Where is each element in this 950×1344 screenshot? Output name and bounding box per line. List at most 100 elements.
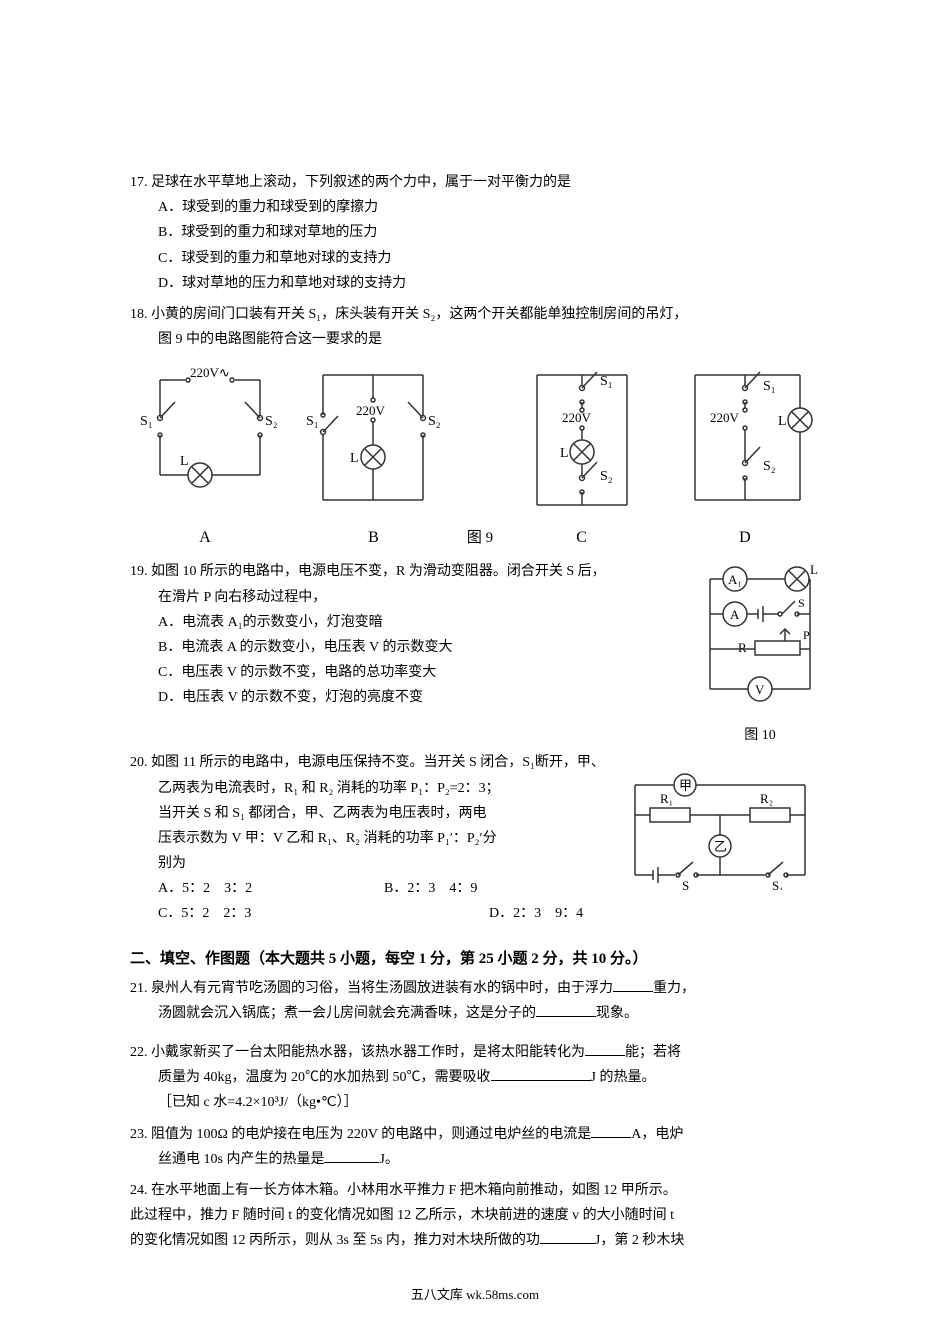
q23-num: 23. (130, 1122, 148, 1147)
svg-text:L: L (350, 451, 359, 466)
svg-text:220V: 220V (562, 410, 592, 425)
q18-figure-row: 220V∿ S₁ S₂ (130, 360, 820, 547)
blank (324, 1148, 379, 1163)
q21-line2: 汤圆就会沉入锅底；煮一会儿房间就会充满香味，这是分子的 现象。 (130, 1001, 820, 1026)
fig9-caption-cell: 图 9 (467, 522, 493, 547)
q22-p4: J 的热量。 (591, 1070, 656, 1085)
fig11: 甲 R₁ R₂ 乙 (620, 770, 820, 895)
blank (585, 1041, 625, 1056)
blank (540, 1229, 595, 1244)
question-23: 23. 阻值为 100Ω 的电炉接在电压为 220V 的电路中，则通过电炉丝的电… (130, 1122, 820, 1172)
q18-num: 18. (130, 302, 148, 327)
svg-text:R: R (738, 640, 747, 655)
svg-text:S₂: S₂ (428, 414, 441, 429)
q23-p2: A，电炉 (631, 1127, 683, 1142)
svg-text:L: L (778, 414, 787, 429)
circuit-b: 220V L S₁ (298, 360, 448, 547)
question-21: 21. 泉州人有元宵节吃汤圆的习俗，当将生汤圆放进装有水的锅中时，由于浮力 重力，… (130, 976, 820, 1026)
fig10-svg: A₁ L A S (700, 559, 820, 719)
circuit-a: 220V∿ S₁ S₂ (130, 360, 280, 547)
q21-p2: 重力， (653, 981, 695, 996)
q20-opt-d: D．2：3 9：4 (489, 901, 820, 926)
circuit-d-label: D (670, 529, 820, 547)
circuit-b-label: B (298, 529, 448, 547)
circuit-c: S₁ 220V L S₂ (512, 360, 652, 547)
svg-text:S₂: S₂ (763, 459, 776, 474)
section2-header: 二、填空、作图题（本大题共 5 小题，每空 1 分，第 25 小题 2 分，共 … (130, 947, 820, 968)
circuit-a-svg: 220V∿ S₁ S₂ (130, 360, 280, 520)
q21-num: 21. (130, 976, 148, 1001)
svg-text:L: L (560, 446, 569, 461)
q24-line2: 此过程中，推力 F 随时间 t 的变化情况如图 12 乙所示，木块前进的速度 v… (130, 1203, 820, 1228)
circuit-a-label: A (130, 529, 280, 547)
q21-line1: 21. 泉州人有元宵节吃汤圆的习俗，当将生汤圆放进装有水的锅中时，由于浮力 重力， (130, 976, 820, 1001)
q20-opt-c: C．5：2 2：3 (158, 901, 489, 926)
svg-text:S₁: S₁ (306, 414, 319, 429)
question-20: 甲 R₁ R₂ 乙 (130, 750, 820, 926)
svg-text:P: P (803, 628, 810, 642)
svg-text:A₁: A₁ (728, 572, 742, 587)
q23-line2: 丝通电 10s 内产生的热量是J。 (130, 1147, 820, 1172)
q21-p1: 泉州人有元宵节吃汤圆的习俗，当将生汤圆放进装有水的锅中时，由于浮力 (151, 981, 613, 996)
q17-opt-d: D．球对草地的压力和草地对球的支持力 (158, 271, 820, 296)
svg-text:220V: 220V (356, 403, 386, 418)
q24-p4: J，第 2 秒木块 (595, 1233, 684, 1248)
fig9-caption: 图 9 (467, 526, 493, 547)
circuit-c-svg: S₁ 220V L S₂ (512, 360, 652, 520)
fig11-svg: 甲 R₁ R₂ 乙 (620, 770, 820, 890)
q23-line1: 23. 阻值为 100Ω 的电炉接在电压为 220V 的电路中，则通过电炉丝的电… (130, 1122, 820, 1147)
q22-num: 22. (130, 1040, 148, 1065)
q22-p3: 质量为 40kg，温度为 20℃的水加热到 50℃，需要吸收 (158, 1070, 491, 1085)
svg-text:R₂: R₂ (760, 791, 773, 806)
q20-opt-b: B．2：3 4：9 (384, 876, 610, 901)
blank (613, 977, 653, 992)
q23-p1: 阻值为 100Ω 的电炉接在电压为 220V 的电路中，则通过电炉丝的电流是 (151, 1127, 591, 1142)
q21-p4: 现象。 (596, 1006, 638, 1021)
svg-text:L: L (810, 562, 818, 577)
blank (491, 1066, 591, 1081)
circuit-d-svg: L S₁ 220V S₂ (670, 360, 820, 520)
svg-text:S₁: S₁ (600, 374, 613, 389)
q17-opt-a: A．球受到的重力和球受到的摩擦力 (158, 195, 820, 220)
fig10-caption: 图 10 (700, 724, 820, 744)
q17-stem: 17. 足球在水平草地上滚动，下列叙述的两个力中，属于一对平衡力的是 (130, 170, 820, 195)
q21-p3: 汤圆就会沉入锅底；煮一会儿房间就会充满香味，这是分子的 (158, 1006, 536, 1021)
q24-line1: 24. 在水平地面上有一长方体木箱。小林用水平推力 F 把木箱向前推动，如图 1… (130, 1178, 820, 1203)
q18-stem2: 图 9 中的电路图能符合这一要求的是 (130, 327, 820, 352)
svg-text:A: A (730, 607, 740, 622)
blank (536, 1002, 596, 1017)
question-19: A₁ L A S (130, 559, 820, 744)
q17-num: 17. (130, 170, 148, 195)
q23-p3: 丝通电 10s 内产生的热量是 (158, 1152, 324, 1167)
svg-text:甲: 甲 (679, 778, 692, 793)
question-22: 22. 小戴家新买了一台太阳能热水器，该热水器工作时，是将太阳能转化为能；若将 … (130, 1040, 820, 1116)
q20-text1: 如图 11 所示的电路中，电源电压保持不变。当开关 S 闭合，S₁断开，甲、 (151, 755, 605, 770)
svg-text:S: S (682, 878, 689, 890)
q22-line2: 质量为 40kg，温度为 20℃的水加热到 50℃，需要吸收 J 的热量。 (130, 1065, 820, 1090)
q17-opt-c: C．球受到的重力和草地对球的支持力 (158, 246, 820, 271)
svg-text:S₁: S₁ (772, 878, 784, 890)
svg-text:S₂: S₂ (265, 414, 278, 429)
question-24: 24. 在水平地面上有一长方体木箱。小林用水平推力 F 把木箱向前推动，如图 1… (130, 1178, 820, 1254)
q24-num: 24. (130, 1178, 148, 1203)
q19-num: 19. (130, 559, 148, 584)
circuit-d: L S₁ 220V S₂ (670, 360, 820, 547)
svg-text:220V∿: 220V∿ (190, 365, 230, 380)
svg-text:S₂: S₂ (600, 469, 613, 484)
q20-opt-a: A．5：2 3：2 (158, 876, 384, 901)
q22-line1: 22. 小戴家新买了一台太阳能热水器，该热水器工作时，是将太阳能转化为 能；若将 (130, 1040, 820, 1065)
svg-text:L: L (180, 454, 189, 469)
svg-text:S₁: S₁ (140, 414, 153, 429)
q22-p1: 小戴家新买了一台太阳能热水器，该热水器工作时，是将太阳能转化为 (151, 1045, 585, 1060)
question-17: 17. 足球在水平草地上滚动，下列叙述的两个力中，属于一对平衡力的是 A．球受到… (130, 170, 820, 296)
q24-line3: 的变化情况如图 12 丙所示，则从 3s 至 5s 内，推力对木块所做的功J，第… (130, 1228, 820, 1253)
q17-text: 足球在水平草地上滚动，下列叙述的两个力中，属于一对平衡力的是 (151, 175, 571, 190)
q17-options: A．球受到的重力和球受到的摩擦力 B．球受到的重力和球对草地的压力 C．球受到的… (130, 195, 820, 296)
q19-text1: 如图 10 所示的电路中，电源电压不变，R 为滑动变阻器。闭合开关 S 后， (151, 564, 606, 579)
q18-stem1: 18. 小黄的房间门口装有开关 S₁，床头装有开关 S₂，这两个开关都能单独控制… (130, 302, 820, 327)
svg-text:220V: 220V (710, 410, 740, 425)
fig10: A₁ L A S (700, 559, 820, 744)
svg-text:R₁: R₁ (660, 791, 673, 806)
q22-p2: 能；若将 (625, 1045, 681, 1060)
circuit-b-svg: 220V L S₁ (298, 360, 448, 520)
